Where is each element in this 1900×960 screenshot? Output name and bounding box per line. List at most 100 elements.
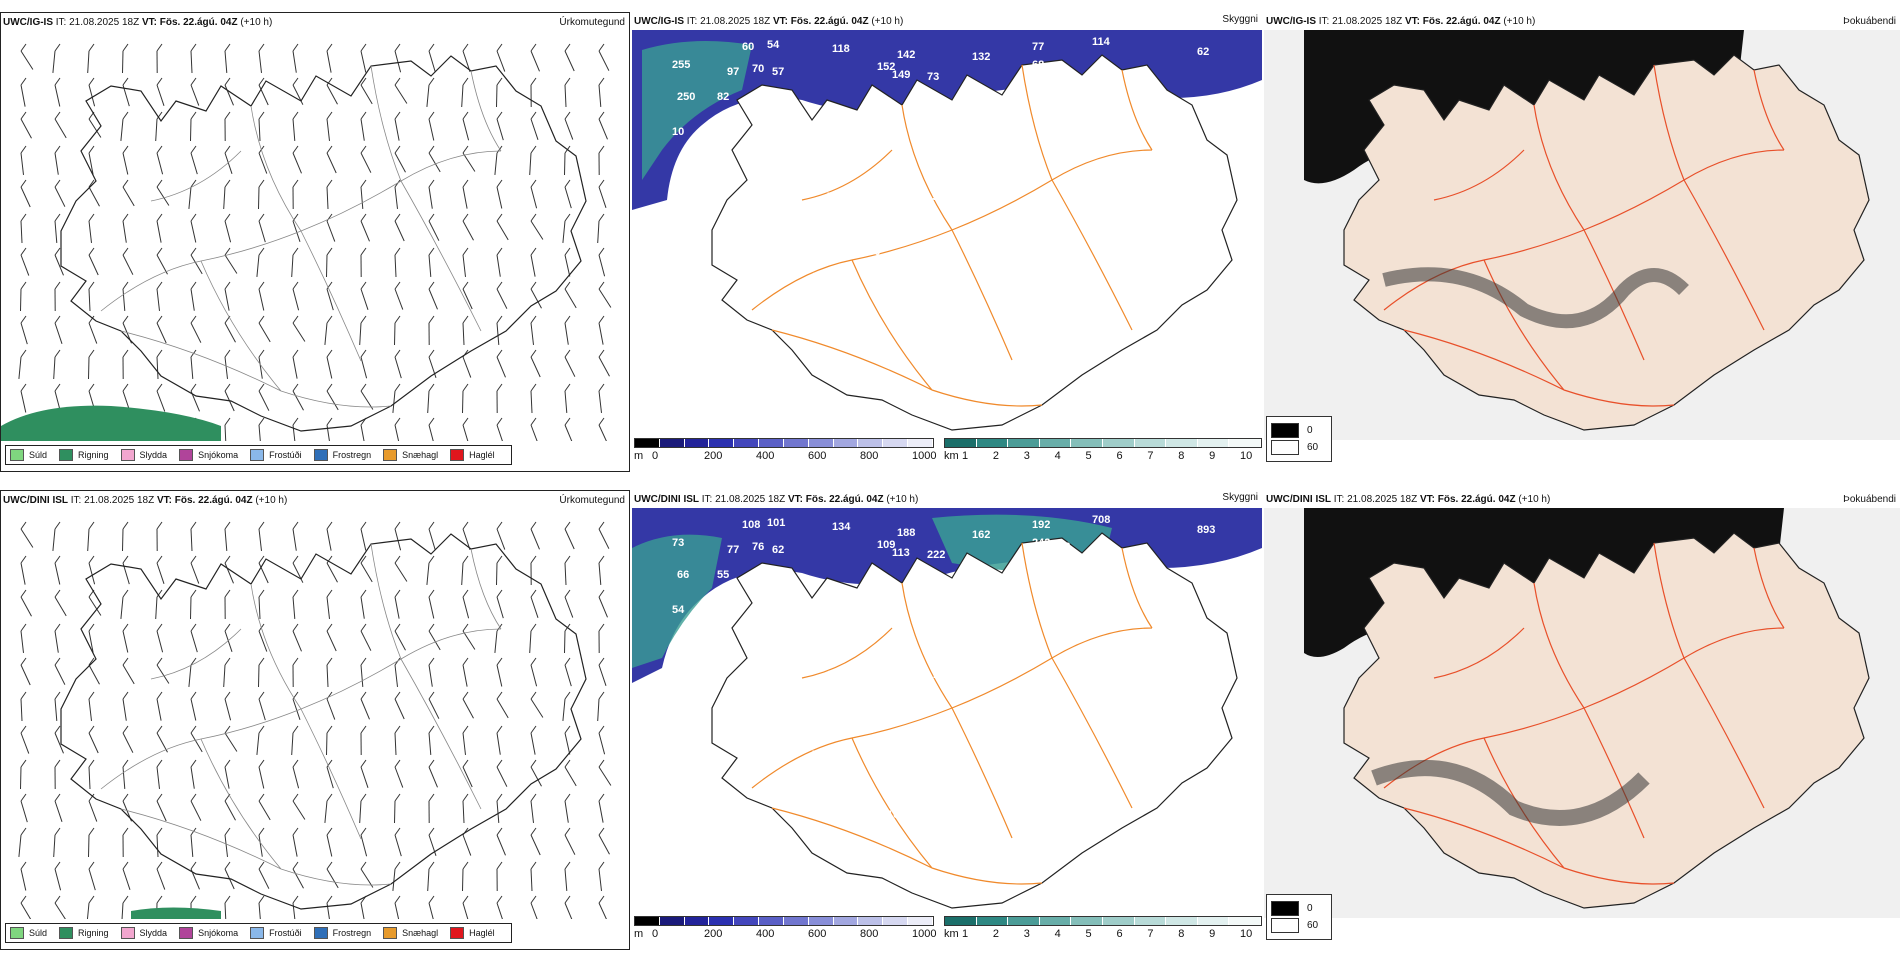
wind-barb bbox=[429, 529, 435, 550]
wind-barb bbox=[565, 903, 574, 919]
wind-barb bbox=[225, 801, 236, 820]
wind-barb bbox=[531, 255, 535, 277]
value-label: 70 bbox=[752, 63, 764, 75]
wind-barb bbox=[395, 835, 401, 856]
wind-barb-flag bbox=[429, 624, 434, 631]
wind-barb-flag bbox=[361, 248, 366, 255]
wind-barb-flag bbox=[429, 658, 434, 665]
wind-barb bbox=[293, 869, 304, 888]
wind-barb-flag bbox=[225, 112, 230, 119]
value-label: 73 bbox=[927, 71, 939, 83]
wind-barb-flag bbox=[497, 316, 502, 323]
wind-barb bbox=[225, 767, 229, 789]
colorbar-tick: 10 bbox=[1240, 450, 1252, 462]
wind-barb-flag bbox=[293, 590, 298, 597]
value-label: 118 bbox=[832, 43, 850, 55]
wind-barb-flag bbox=[361, 350, 366, 357]
wind-barb bbox=[497, 903, 504, 919]
legend-label: Rigning bbox=[78, 928, 109, 938]
wind-barb bbox=[225, 85, 234, 105]
wind-barb bbox=[21, 869, 26, 891]
wind-barb-flag bbox=[55, 556, 60, 563]
colorbar-tick: 1 bbox=[962, 450, 968, 462]
wind-barb-flag bbox=[599, 760, 604, 767]
wind-barb bbox=[123, 255, 133, 275]
wind-barb bbox=[55, 631, 58, 653]
wind-barb-flag bbox=[463, 418, 468, 425]
wind-barb-flag bbox=[157, 180, 162, 187]
wind-barb bbox=[531, 903, 539, 919]
legend-item: Frostregn bbox=[314, 927, 372, 939]
wind-barb-flag bbox=[123, 624, 128, 631]
wind-barb-flag bbox=[395, 828, 400, 835]
wind-barb-flag bbox=[531, 112, 536, 119]
wind-barb bbox=[565, 563, 566, 585]
wind-barb-flag bbox=[395, 316, 400, 323]
wind-barb bbox=[55, 869, 61, 890]
wind-barb bbox=[89, 323, 97, 344]
wind-barb-flag bbox=[259, 760, 264, 767]
wind-barb-flag bbox=[225, 418, 230, 425]
value-label: 97 bbox=[727, 66, 739, 78]
unit-label: m bbox=[634, 928, 643, 940]
wind-barb-flag bbox=[327, 316, 332, 323]
colorbar-segment bbox=[945, 439, 977, 447]
wind-barb bbox=[259, 767, 264, 789]
wind-barb bbox=[565, 801, 568, 823]
legend-label: Haglél bbox=[469, 928, 495, 938]
forecast-row-dini-isl: UWC/DINI ISL IT: 21.08.2025 18Z VT: Fös.… bbox=[0, 490, 1900, 960]
wind-barb bbox=[429, 597, 434, 619]
wind-barb-flag bbox=[123, 862, 128, 869]
wind-barb bbox=[395, 425, 400, 441]
wind-barb-flag bbox=[21, 316, 26, 323]
wind-barb bbox=[257, 255, 259, 277]
wind-barb-flag bbox=[395, 726, 400, 733]
panel-field-name: Skyggni bbox=[1222, 492, 1258, 503]
legend-swatch bbox=[314, 449, 328, 461]
wind-barb-flag bbox=[21, 214, 26, 221]
wind-barb bbox=[191, 51, 192, 73]
wind-barb-flag bbox=[21, 556, 26, 563]
wind-barb-flag bbox=[191, 726, 196, 733]
colorbar-tick: 9 bbox=[1209, 450, 1215, 462]
wind-barb-flag bbox=[429, 522, 434, 529]
value-label: 108 bbox=[742, 519, 760, 531]
wind-barb-flag bbox=[599, 556, 604, 563]
wind-barb bbox=[463, 391, 464, 413]
legend-label: Slydda bbox=[140, 450, 168, 460]
wind-barb bbox=[121, 597, 123, 619]
wind-barb-flag bbox=[463, 726, 468, 733]
wind-barb-flag bbox=[463, 624, 468, 631]
wind-barb-flag bbox=[89, 896, 94, 903]
colorbar-segment bbox=[858, 439, 883, 447]
wind-barb-flag bbox=[89, 862, 94, 869]
wind-barb-flag bbox=[497, 214, 502, 221]
wind-barb bbox=[531, 391, 532, 413]
wind-barb bbox=[157, 869, 165, 890]
wind-barb bbox=[191, 699, 196, 721]
wind-barb-flag bbox=[55, 214, 60, 221]
value-label: 65 bbox=[812, 611, 824, 623]
value-label: 250 bbox=[677, 91, 695, 103]
wind-barb-flag bbox=[259, 556, 264, 563]
wind-barb-flag bbox=[361, 726, 366, 733]
iceland-outline bbox=[712, 533, 1237, 908]
wind-barb bbox=[123, 51, 124, 73]
wind-barb bbox=[191, 85, 199, 106]
colorbar-segment bbox=[660, 917, 685, 925]
wind-barb-flag bbox=[55, 522, 60, 529]
wind-barb-flag bbox=[21, 624, 26, 631]
wind-barb bbox=[361, 357, 367, 378]
wind-barb-flag bbox=[531, 692, 536, 699]
wind-barb bbox=[325, 323, 327, 345]
wind-barb-flag bbox=[21, 590, 26, 597]
wind-barb-flag bbox=[531, 896, 536, 903]
wind-barb-flag bbox=[21, 78, 26, 85]
wind-barb-flag bbox=[225, 44, 230, 51]
wind-barb-flag bbox=[191, 896, 196, 903]
value-label: 132 bbox=[812, 804, 830, 816]
wind-barb bbox=[495, 153, 497, 175]
wind-barb-flag bbox=[463, 556, 468, 563]
wind-barb-flag bbox=[89, 384, 94, 391]
